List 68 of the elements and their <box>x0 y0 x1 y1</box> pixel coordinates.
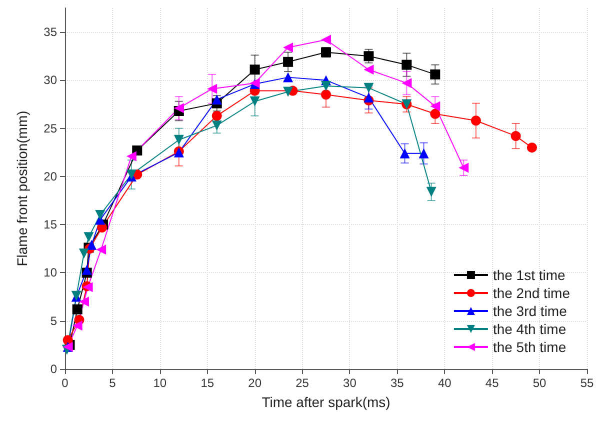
point <box>364 92 374 103</box>
point <box>212 94 222 104</box>
x-tick-label: 45 <box>485 376 500 390</box>
y-tick-label: 35 <box>44 25 58 40</box>
point <box>526 142 537 153</box>
y-tick-label: 10 <box>44 266 58 280</box>
x-tick-label: 35 <box>390 376 404 390</box>
point <box>321 34 331 45</box>
point <box>283 56 294 67</box>
point <box>96 244 106 255</box>
point <box>364 82 374 93</box>
point <box>82 264 92 275</box>
legend-label: the 5th time <box>492 339 566 355</box>
point <box>430 108 440 119</box>
point <box>72 304 82 314</box>
x-tick-label: 0 <box>62 376 69 390</box>
x-axis-title: Time after spark(ms) <box>262 394 390 410</box>
y-tick-label: 20 <box>44 169 58 184</box>
y-tick-label: 15 <box>44 218 58 232</box>
point <box>283 72 294 82</box>
point <box>364 51 374 62</box>
point <box>510 131 521 142</box>
x-tick-label: 15 <box>200 376 214 390</box>
y-tick-label: 0 <box>50 362 58 376</box>
point <box>126 151 136 162</box>
point <box>402 78 412 88</box>
point <box>250 96 260 106</box>
point <box>430 69 440 80</box>
point <box>250 64 260 75</box>
y-tick-label: 5 <box>50 314 58 328</box>
y-tick-label: 30 <box>44 73 58 88</box>
point <box>400 148 410 158</box>
point <box>321 80 331 91</box>
x-tick-label: 5 <box>109 376 116 390</box>
x-tick-label: 55 <box>580 376 594 390</box>
x-tick-label: 20 <box>248 376 262 390</box>
legend-label: the 3rd time <box>492 303 568 319</box>
point <box>430 101 440 112</box>
x-tick-label: 10 <box>153 376 167 390</box>
point <box>426 186 436 197</box>
point <box>212 110 222 121</box>
point <box>470 116 481 126</box>
point <box>402 60 412 70</box>
legend-label: the 1st time <box>492 267 566 283</box>
y-axis-title: Flame front position(mm) <box>14 110 30 266</box>
point <box>95 210 106 220</box>
point <box>364 64 374 75</box>
legend-label: the 4th time <box>492 321 566 337</box>
point <box>84 232 94 242</box>
point <box>212 120 222 130</box>
point <box>207 84 218 94</box>
point <box>78 248 89 258</box>
point <box>283 86 294 97</box>
point <box>72 320 82 331</box>
point <box>321 90 331 100</box>
x-tick-label: 25 <box>296 376 310 390</box>
point <box>458 162 469 173</box>
x-tick-label: 30 <box>343 376 357 390</box>
y-tick-label: 25 <box>44 121 58 136</box>
x-tick-label: 50 <box>532 376 547 390</box>
point <box>418 148 429 158</box>
point <box>174 103 184 114</box>
point <box>86 240 97 250</box>
point <box>78 296 89 307</box>
point <box>174 134 184 145</box>
point <box>283 42 294 52</box>
legend-label: the 2nd time <box>492 285 570 301</box>
x-tick-label: 40 <box>438 376 452 390</box>
